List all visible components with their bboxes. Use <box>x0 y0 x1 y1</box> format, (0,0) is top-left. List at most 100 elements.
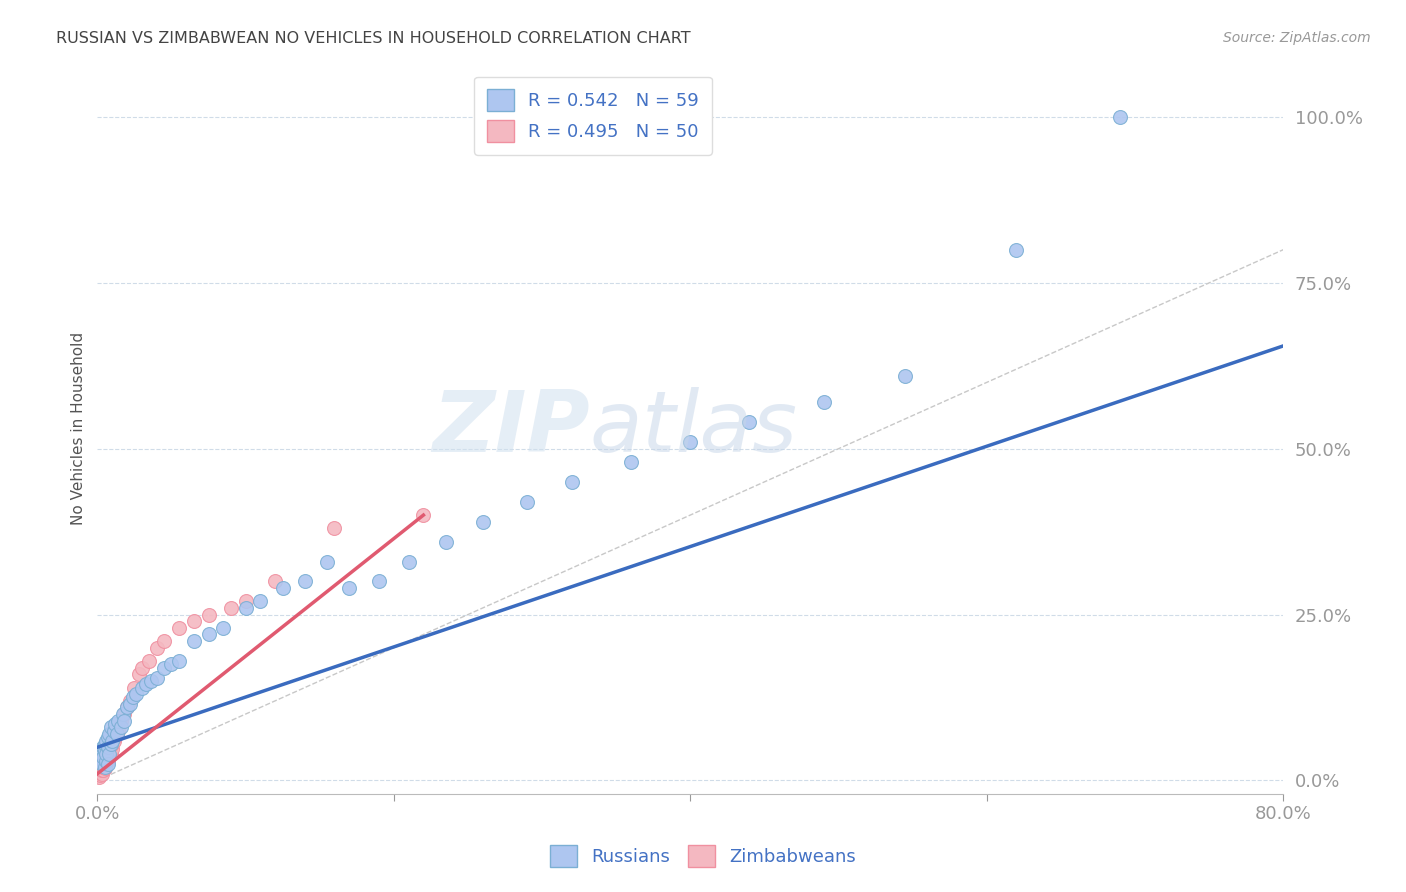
Point <box>131 681 153 695</box>
Point <box>183 614 205 628</box>
Point <box>90 764 112 778</box>
Point <box>471 515 494 529</box>
Point <box>107 714 129 728</box>
Point <box>89 760 111 774</box>
Point <box>197 627 219 641</box>
Point <box>96 747 118 761</box>
Point <box>112 714 135 728</box>
Point <box>110 714 132 728</box>
Point <box>412 508 434 522</box>
Text: ZIP: ZIP <box>432 387 589 470</box>
Point <box>91 764 114 778</box>
Point <box>96 747 118 761</box>
Point <box>145 640 167 655</box>
Point <box>89 754 111 768</box>
Point <box>271 581 294 595</box>
Point <box>235 594 257 608</box>
Point <box>94 754 117 768</box>
Point <box>620 455 643 469</box>
Point <box>323 521 346 535</box>
Point <box>139 673 162 688</box>
Point <box>434 534 457 549</box>
Point <box>118 694 141 708</box>
Point <box>101 733 124 747</box>
Point <box>94 737 117 751</box>
Point <box>138 654 160 668</box>
Point <box>118 697 141 711</box>
Point <box>87 770 110 784</box>
Point <box>91 754 114 768</box>
Point <box>97 740 120 755</box>
Point <box>197 607 219 622</box>
Point <box>94 760 117 774</box>
Point <box>1005 243 1028 257</box>
Point <box>90 756 112 771</box>
Point <box>90 760 112 774</box>
Text: RUSSIAN VS ZIMBABWEAN NO VEHICLES IN HOUSEHOLD CORRELATION CHART: RUSSIAN VS ZIMBABWEAN NO VEHICLES IN HOU… <box>56 31 690 46</box>
Point <box>337 581 360 595</box>
Legend: Russians, Zimbabweans: Russians, Zimbabweans <box>543 838 863 874</box>
Point <box>115 700 138 714</box>
Point <box>105 727 128 741</box>
Point <box>145 671 167 685</box>
Point <box>894 368 917 383</box>
Point <box>167 654 190 668</box>
Point <box>160 657 183 672</box>
Point <box>98 747 121 761</box>
Point <box>97 756 120 771</box>
Point <box>104 731 127 745</box>
Point <box>112 707 135 722</box>
Point <box>94 743 117 757</box>
Point <box>1109 110 1132 124</box>
Point <box>98 750 121 764</box>
Point <box>264 574 287 589</box>
Point <box>316 555 339 569</box>
Point <box>110 720 132 734</box>
Point <box>167 621 190 635</box>
Point <box>294 574 316 589</box>
Point <box>89 768 111 782</box>
Point <box>679 435 702 450</box>
Point <box>103 723 125 738</box>
Point <box>100 737 122 751</box>
Point <box>128 667 150 681</box>
Point <box>561 475 583 489</box>
Point <box>107 723 129 738</box>
Point <box>96 756 118 771</box>
Point <box>122 690 145 705</box>
Point <box>398 555 420 569</box>
Point <box>94 750 117 764</box>
Point <box>91 760 114 774</box>
Point <box>212 621 235 635</box>
Point <box>249 594 271 608</box>
Point <box>94 756 117 771</box>
Point <box>101 741 124 756</box>
Text: Source: ZipAtlas.com: Source: ZipAtlas.com <box>1223 31 1371 45</box>
Point <box>90 766 112 780</box>
Point <box>738 415 761 429</box>
Point <box>89 764 111 778</box>
Point <box>183 634 205 648</box>
Point <box>235 601 257 615</box>
Point <box>115 700 138 714</box>
Point <box>135 677 157 691</box>
Point <box>101 737 124 751</box>
Point <box>153 634 176 648</box>
Point <box>96 754 118 768</box>
Point <box>96 754 118 768</box>
Point <box>91 750 114 764</box>
Point <box>97 731 120 745</box>
Legend: R = 0.542   N = 59, R = 0.495   N = 50: R = 0.542 N = 59, R = 0.495 N = 50 <box>474 77 711 155</box>
Point <box>103 733 125 747</box>
Point <box>813 395 835 409</box>
Text: atlas: atlas <box>589 387 797 470</box>
Point <box>219 601 242 615</box>
Point <box>111 707 134 722</box>
Point <box>131 660 153 674</box>
Point <box>98 743 121 757</box>
Point <box>153 660 176 674</box>
Point <box>94 762 117 776</box>
Y-axis label: No Vehicles in Household: No Vehicles in Household <box>72 333 86 525</box>
Point <box>91 756 114 771</box>
Point <box>90 747 112 761</box>
